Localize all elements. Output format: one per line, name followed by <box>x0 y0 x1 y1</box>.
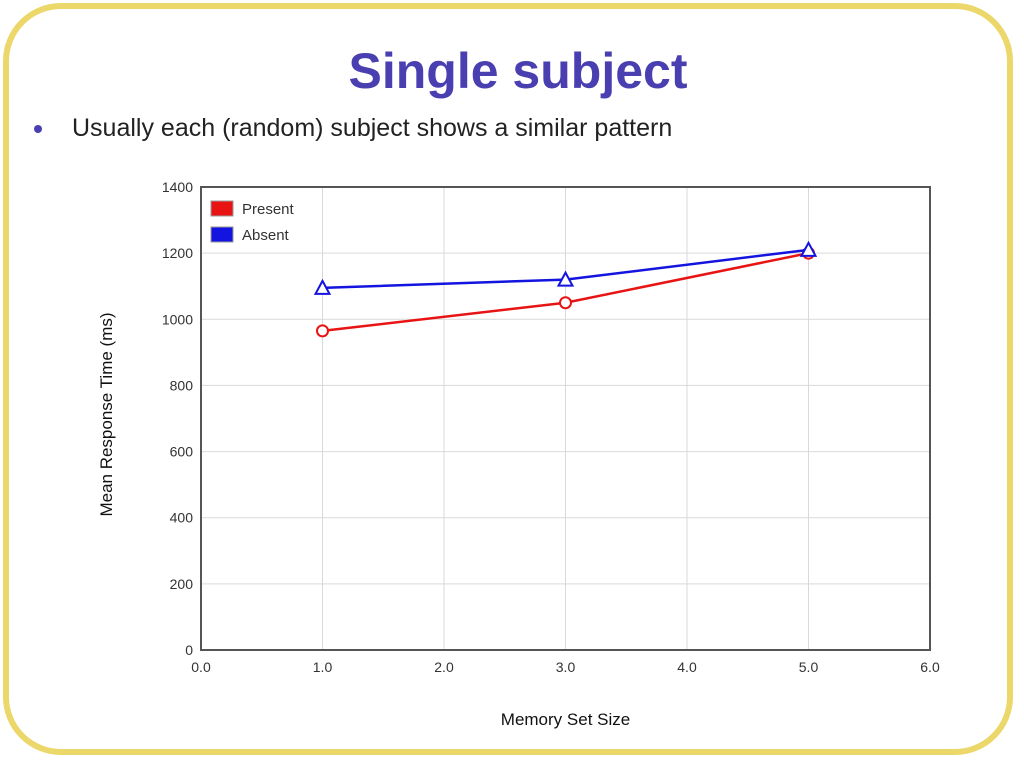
tick-labels: 0.0 1.0 2.0 3.0 4.0 5.0 6.0 0 200 400 600 800 1000 12… <box>162 179 940 675</box>
x-tick-label: 4.0 <box>677 659 697 675</box>
legend: Present Absent <box>210 200 295 244</box>
x-tick-label: 0.0 <box>191 659 211 675</box>
x-tick-label: 2.0 <box>434 659 454 675</box>
x-tick-label: 3.0 <box>556 659 576 675</box>
legend-label-present: Present <box>242 201 295 218</box>
y-tick-label: 200 <box>170 576 194 592</box>
data-point-absent <box>313 278 332 295</box>
data-point-present <box>559 296 572 310</box>
bullet-item: Usually each (random) subject shows a si… <box>34 114 672 143</box>
series <box>313 240 818 338</box>
legend-swatch-absent <box>210 226 234 243</box>
y-tick-label: 0 <box>185 642 193 658</box>
y-tick-label: 1400 <box>162 179 193 195</box>
legend-label-absent: Absent <box>242 227 290 244</box>
y-tick-label: 1200 <box>162 245 193 261</box>
y-tick-label: 1000 <box>162 311 193 327</box>
y-tick-label: 400 <box>170 510 194 526</box>
grid <box>200 186 931 651</box>
x-axis-label: Memory Set Size <box>501 710 630 729</box>
data-point-absent <box>556 270 575 287</box>
slide-frame <box>3 3 1013 755</box>
plot-area-frame <box>200 186 931 651</box>
x-tick-label: 6.0 <box>920 659 940 675</box>
bullet-text: Usually each (random) subject shows a si… <box>72 114 673 142</box>
x-tick-label: 5.0 <box>799 659 819 675</box>
slide-title: Single subject <box>348 43 688 99</box>
legend-swatch-present <box>210 200 234 217</box>
y-axis-label: Mean Response Time (ms) <box>97 312 116 516</box>
bullet-dot-icon <box>34 124 42 133</box>
data-point-present <box>316 324 329 338</box>
data-point-absent <box>799 240 818 257</box>
x-tick-label: 1.0 <box>313 659 333 675</box>
y-tick-label: 600 <box>170 444 194 460</box>
y-tick-label: 800 <box>170 377 194 393</box>
